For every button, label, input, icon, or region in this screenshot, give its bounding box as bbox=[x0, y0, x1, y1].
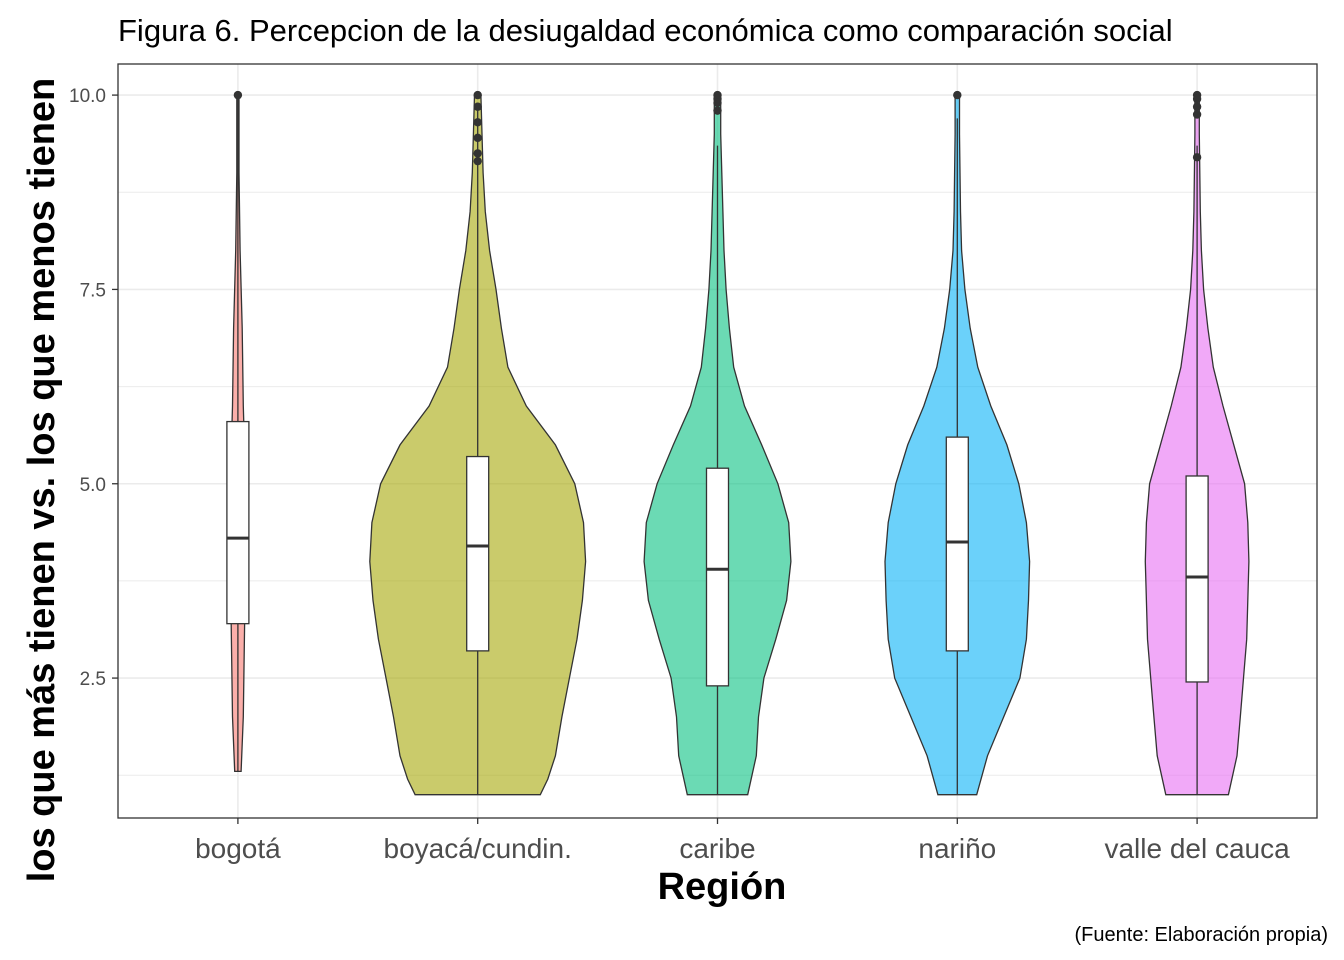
box bbox=[705, 467, 730, 687]
outlier-point bbox=[473, 149, 482, 158]
outlier-point bbox=[713, 98, 722, 108]
box bbox=[466, 455, 490, 652]
outlier-point bbox=[473, 156, 482, 166]
x-tick-label: boyacá/cundin. bbox=[384, 833, 572, 864]
y-tick-label: 2.5 bbox=[80, 669, 106, 690]
outlier-point bbox=[473, 118, 482, 127]
outlier-point bbox=[953, 90, 962, 100]
violin-group-2 bbox=[643, 90, 792, 796]
box bbox=[226, 420, 250, 625]
outlier-point bbox=[473, 90, 482, 100]
y-tick-label: 5.0 bbox=[80, 475, 106, 496]
outlier-point bbox=[473, 102, 482, 111]
outlier-point bbox=[1192, 102, 1202, 111]
x-tick-label: caribe bbox=[679, 833, 755, 864]
outlier-point bbox=[473, 133, 482, 143]
y-tick-label: 7.5 bbox=[80, 280, 106, 301]
outlier-point bbox=[233, 90, 243, 100]
y-axis-label: los que más tienen vs. los que menos tie… bbox=[21, 78, 63, 883]
x-tick-label: nariño bbox=[918, 833, 996, 864]
x-tick-label: valle del cauca bbox=[1104, 833, 1290, 864]
outlier-point bbox=[1192, 153, 1202, 162]
violin-group-0 bbox=[226, 90, 250, 773]
y-tick-label: 10.0 bbox=[69, 86, 106, 107]
chart-title: Figura 6. Percepcion de la desiugaldad e… bbox=[118, 13, 1173, 48]
violin-group-1 bbox=[369, 90, 587, 796]
outlier-point bbox=[1192, 110, 1202, 119]
x-tick-label: bogotá bbox=[195, 833, 281, 864]
violin-group-3 bbox=[884, 90, 1031, 796]
violin-group-4 bbox=[1144, 90, 1250, 796]
x-axis-label: Región bbox=[658, 866, 787, 908]
outlier-point bbox=[713, 106, 722, 115]
box bbox=[1185, 475, 1209, 683]
box bbox=[945, 436, 969, 652]
outlier-point bbox=[1192, 94, 1202, 104]
plot-panel: 2.5 5.0 7.5 10.0 bogotá boyacá/cundin. caribe n… bbox=[69, 63, 1318, 864]
caption: (Fuente: Elaboración propia) bbox=[1075, 924, 1328, 946]
